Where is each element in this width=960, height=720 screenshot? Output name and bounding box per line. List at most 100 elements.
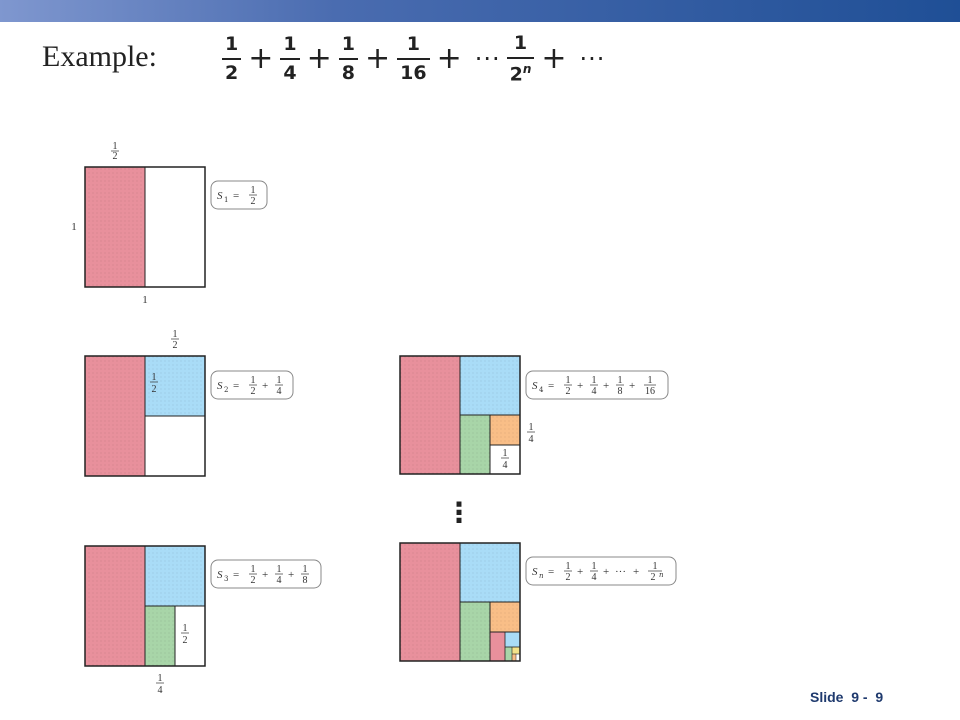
svg-text:1: 1 xyxy=(592,375,597,386)
slide-title: Example: xyxy=(42,40,157,73)
region-one-thirty-second xyxy=(490,632,505,661)
svg-text:2: 2 xyxy=(113,151,118,162)
slide-number: Slide 9 - 9 xyxy=(810,689,884,705)
plus-sign: + xyxy=(364,41,391,76)
svg-text:1: 1 xyxy=(158,673,163,684)
svg-text:1: 1 xyxy=(277,375,282,386)
svg-text:2: 2 xyxy=(251,386,256,397)
label-right-one-quarter: 1 4 xyxy=(527,422,535,445)
svg-text:3: 3 xyxy=(224,575,228,583)
label-top-one-half: 1 2 xyxy=(171,329,179,351)
svg-text:+: + xyxy=(288,569,294,581)
svg-text:1: 1 xyxy=(173,329,178,340)
partial-sum-s3: S 3 = 1 2 + 1 4 + 1 8 xyxy=(210,559,322,589)
svg-text:n: n xyxy=(539,572,544,580)
fraction-term-3: 1 8 xyxy=(338,35,358,83)
partial-sum-sn: S n = 1 2 + 1 4 + ··· + 1 2 n xyxy=(525,556,677,586)
svg-text:4: 4 xyxy=(529,434,534,445)
ellipsis: ··· xyxy=(579,45,606,73)
plus-sign: + xyxy=(306,41,332,76)
svg-text:2: 2 xyxy=(566,572,571,583)
svg-text:+: + xyxy=(577,566,583,578)
svg-text:16: 16 xyxy=(645,386,655,397)
region-one-sixty-fourth xyxy=(505,632,520,647)
svg-text:+: + xyxy=(577,380,583,392)
svg-text:4: 4 xyxy=(158,685,163,696)
region-1-256 xyxy=(512,647,520,654)
label-bottom-side: 1 xyxy=(142,294,148,306)
svg-text:S: S xyxy=(532,380,538,392)
svg-text:4: 4 xyxy=(592,386,597,397)
svg-text:1: 1 xyxy=(648,375,653,386)
svg-text:4: 4 xyxy=(539,386,544,394)
svg-text:1: 1 xyxy=(251,375,256,386)
label-top-one-half: 1 2 xyxy=(111,141,119,162)
svg-text:1: 1 xyxy=(503,448,508,459)
svg-text:S: S xyxy=(217,190,223,202)
svg-text:1: 1 xyxy=(224,196,228,204)
fraction-term-1: 1 2 xyxy=(222,35,242,83)
figure-s1: 1 2 1 1 S 1 = 1 2 xyxy=(71,141,268,306)
svg-text:=: = xyxy=(548,566,554,578)
svg-text:+: + xyxy=(262,569,268,581)
svg-text:···: ··· xyxy=(615,566,626,578)
partial-sum-s1: S 1 = 1 2 xyxy=(210,180,268,210)
figure-s2: 1 2 1 2 S 2 = 1 2 + 1 4 xyxy=(84,329,294,477)
svg-text:1: 1 xyxy=(251,185,256,196)
svg-text:+: + xyxy=(262,380,268,392)
svg-text:4: 4 xyxy=(592,572,597,583)
ellipsis: ··· xyxy=(474,45,501,73)
svg-text:S: S xyxy=(532,566,538,578)
svg-text:1: 1 xyxy=(277,564,282,575)
label-inner-one-half: 1 2 xyxy=(150,372,158,395)
svg-text:4: 4 xyxy=(503,460,508,471)
svg-text:1: 1 xyxy=(592,561,597,572)
svg-text:1: 1 xyxy=(303,564,308,575)
vertical-ellipsis: ⋮ xyxy=(445,496,473,529)
svg-text:=: = xyxy=(233,380,239,392)
fraction-general-term: 1 2n xyxy=(506,33,535,84)
svg-text:S: S xyxy=(217,569,223,581)
svg-text:4: 4 xyxy=(277,386,282,397)
region-1-128 xyxy=(505,647,512,661)
label-inner-one-quarter: 1 4 xyxy=(501,448,509,471)
svg-text:1: 1 xyxy=(618,375,623,386)
svg-text:2: 2 xyxy=(152,384,157,395)
svg-text:1: 1 xyxy=(529,422,534,433)
svg-text:2: 2 xyxy=(251,196,256,207)
label-left-side: 1 xyxy=(71,221,77,233)
figure-s3: 1 2 1 4 S 3 = 1 2 + 1 4 + 1 8 xyxy=(84,545,322,696)
svg-text:1: 1 xyxy=(251,564,256,575)
figure-sn: S n = 1 2 + 1 4 + ··· + 1 2 n xyxy=(399,542,677,662)
svg-text:+: + xyxy=(603,566,609,578)
series-formula: 1 2 + 1 4 + 1 8 + 1 16 + ··· 1 2n + ··· xyxy=(222,30,611,88)
svg-text:4: 4 xyxy=(277,575,282,586)
svg-text:+: + xyxy=(629,380,635,392)
svg-text:+: + xyxy=(633,566,639,578)
svg-text:n: n xyxy=(659,571,664,579)
fraction-term-4: 1 16 xyxy=(397,35,430,83)
title-bar xyxy=(0,0,960,22)
svg-text:1: 1 xyxy=(113,141,118,152)
svg-text:=: = xyxy=(233,569,239,581)
svg-text:8: 8 xyxy=(618,386,623,397)
svg-text:8: 8 xyxy=(303,575,308,586)
label-bottom-one-quarter: 1 4 xyxy=(156,673,164,696)
label-right-one-half: 1 2 xyxy=(181,623,189,646)
svg-text:=: = xyxy=(233,190,239,202)
svg-text:2: 2 xyxy=(224,386,228,394)
region-1-512 xyxy=(512,654,516,661)
svg-text:S: S xyxy=(217,380,223,392)
fraction-term-2: 1 4 xyxy=(280,35,300,83)
plus-sign: + xyxy=(248,41,274,76)
svg-text:2: 2 xyxy=(183,635,188,646)
svg-text:2: 2 xyxy=(566,386,571,397)
svg-text:1: 1 xyxy=(183,623,188,634)
partial-sum-s2: S 2 = 1 2 + 1 4 xyxy=(210,370,294,400)
svg-text:2: 2 xyxy=(251,575,256,586)
svg-text:=: = xyxy=(548,380,554,392)
plus-sign: + xyxy=(436,41,462,76)
svg-text:1: 1 xyxy=(566,375,571,386)
svg-text:2: 2 xyxy=(173,340,178,351)
